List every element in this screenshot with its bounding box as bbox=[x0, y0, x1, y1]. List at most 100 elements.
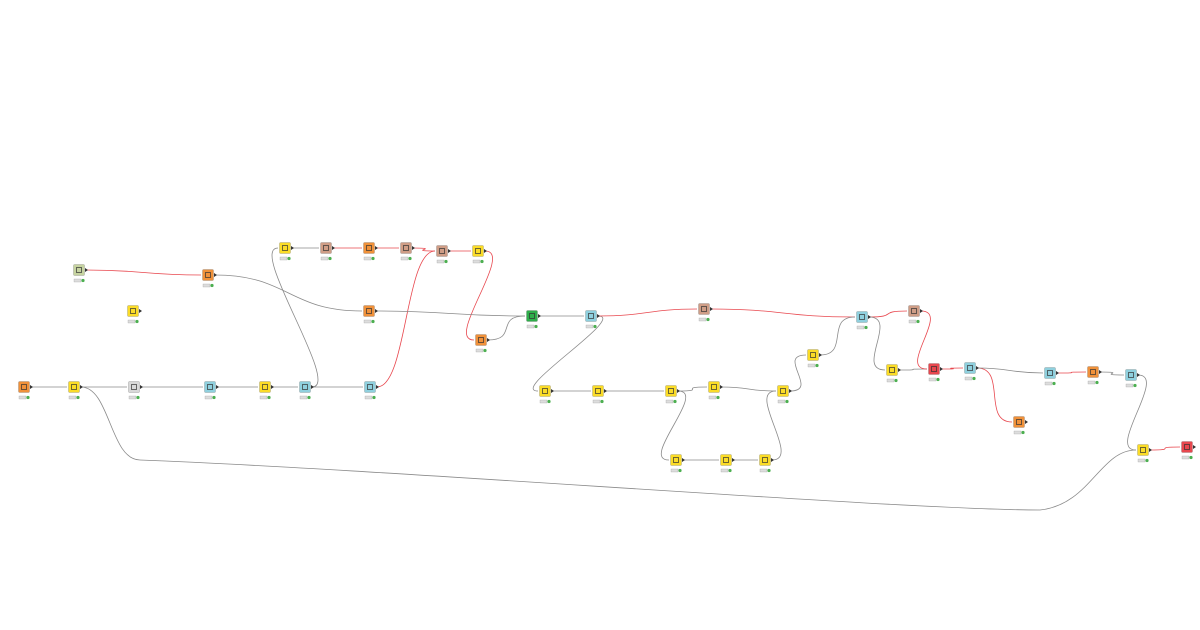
connection bbox=[976, 367, 1044, 374]
node[interactable] bbox=[364, 381, 380, 400]
out-port bbox=[1025, 420, 1028, 424]
status-dot bbox=[210, 283, 214, 288]
node[interactable] bbox=[299, 381, 315, 400]
node[interactable] bbox=[759, 454, 775, 473]
node[interactable] bbox=[363, 305, 379, 324]
status-bar bbox=[526, 324, 535, 329]
out-port bbox=[375, 246, 378, 250]
status-dot bbox=[716, 395, 720, 400]
node-body bbox=[698, 303, 710, 315]
status-bar bbox=[320, 256, 329, 261]
out-port bbox=[332, 246, 335, 250]
node[interactable] bbox=[259, 381, 275, 400]
out-port bbox=[604, 389, 607, 393]
out-port bbox=[1149, 448, 1152, 452]
node[interactable] bbox=[475, 334, 491, 353]
node-body bbox=[777, 385, 789, 397]
node[interactable] bbox=[127, 305, 143, 324]
node[interactable] bbox=[73, 264, 89, 283]
connection bbox=[487, 315, 526, 341]
node-body bbox=[670, 454, 682, 466]
node[interactable] bbox=[18, 381, 34, 400]
status-dot bbox=[328, 256, 332, 261]
node[interactable] bbox=[363, 242, 379, 261]
node-body bbox=[363, 305, 375, 317]
node[interactable] bbox=[720, 454, 736, 473]
node[interactable] bbox=[204, 381, 220, 400]
out-port bbox=[139, 309, 142, 313]
node[interactable] bbox=[1125, 369, 1141, 388]
connection bbox=[376, 250, 436, 388]
out-port bbox=[214, 273, 217, 277]
node[interactable] bbox=[777, 385, 793, 404]
node[interactable] bbox=[698, 303, 714, 322]
node[interactable] bbox=[128, 381, 144, 400]
node-icon bbox=[1184, 444, 1190, 450]
status-bar bbox=[18, 395, 27, 400]
node[interactable] bbox=[928, 363, 944, 382]
status-bar bbox=[807, 363, 816, 368]
node-body bbox=[964, 362, 976, 374]
node[interactable] bbox=[526, 310, 542, 329]
node-icon bbox=[889, 367, 895, 373]
out-port bbox=[448, 249, 451, 253]
node[interactable] bbox=[539, 385, 555, 404]
node-icon bbox=[780, 388, 786, 394]
out-port bbox=[789, 389, 792, 393]
node-body bbox=[1137, 444, 1149, 456]
node-icon bbox=[366, 245, 372, 251]
node[interactable] bbox=[665, 385, 681, 404]
status-dot bbox=[371, 319, 375, 324]
node-body bbox=[320, 242, 332, 254]
out-port bbox=[1137, 373, 1140, 377]
connection bbox=[1056, 371, 1087, 374]
node-icon bbox=[762, 457, 768, 463]
node[interactable] bbox=[1181, 441, 1197, 460]
node[interactable] bbox=[1137, 444, 1153, 463]
node[interactable] bbox=[964, 362, 980, 381]
node-body bbox=[128, 381, 140, 393]
node[interactable] bbox=[807, 349, 823, 368]
connection bbox=[940, 367, 964, 370]
node[interactable] bbox=[585, 310, 601, 329]
node-body bbox=[363, 242, 375, 254]
status-bar bbox=[363, 319, 372, 324]
node-icon bbox=[130, 308, 136, 314]
node[interactable] bbox=[908, 305, 924, 324]
node[interactable] bbox=[1044, 367, 1060, 386]
node[interactable] bbox=[592, 385, 608, 404]
connection bbox=[85, 269, 202, 276]
node-icon bbox=[1090, 369, 1096, 375]
node[interactable] bbox=[436, 245, 452, 264]
node-icon bbox=[542, 388, 548, 394]
connection bbox=[766, 390, 782, 461]
node[interactable] bbox=[1087, 366, 1103, 385]
node-icon bbox=[262, 384, 268, 390]
out-port bbox=[819, 353, 822, 357]
out-port bbox=[597, 314, 600, 318]
node-body bbox=[1044, 367, 1056, 379]
status-bar bbox=[472, 259, 481, 264]
out-port bbox=[976, 366, 979, 370]
node[interactable] bbox=[708, 381, 724, 400]
node[interactable] bbox=[202, 269, 218, 288]
node[interactable] bbox=[886, 364, 902, 383]
node[interactable] bbox=[670, 454, 686, 473]
node[interactable] bbox=[856, 311, 872, 330]
node[interactable] bbox=[68, 381, 84, 400]
out-port bbox=[30, 385, 33, 389]
node[interactable] bbox=[1013, 416, 1029, 435]
node[interactable] bbox=[472, 245, 488, 264]
node[interactable] bbox=[320, 242, 336, 261]
status-bar bbox=[759, 468, 768, 473]
node-icon bbox=[673, 457, 679, 463]
node-body bbox=[400, 242, 412, 254]
node-body bbox=[720, 454, 732, 466]
node[interactable] bbox=[279, 242, 295, 261]
out-port bbox=[538, 314, 541, 318]
node-icon bbox=[588, 313, 594, 319]
status-bar bbox=[1125, 383, 1134, 388]
node-body bbox=[1013, 416, 1025, 428]
node[interactable] bbox=[400, 242, 416, 261]
